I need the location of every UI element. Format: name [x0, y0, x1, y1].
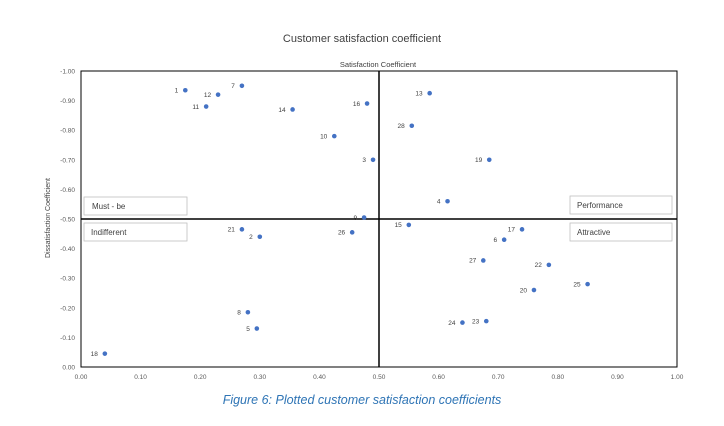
- data-point-label: 24: [448, 320, 456, 327]
- y-tick-label: -0.80: [60, 128, 75, 135]
- data-point-label: 28: [398, 123, 406, 130]
- data-point-label: 19: [475, 157, 483, 164]
- data-point-17: [519, 227, 525, 232]
- data-point-label: 8: [237, 310, 241, 317]
- x-tick-label: 0.90: [611, 374, 624, 381]
- data-point-label: 26: [338, 230, 346, 237]
- data-point-9: [361, 215, 367, 220]
- data-point-7: [239, 83, 245, 89]
- data-point-20: [531, 287, 537, 293]
- data-point-19: [486, 157, 492, 163]
- quadrant-attractive-label: Attractive: [577, 228, 611, 237]
- y-tick-label: -0.70: [60, 157, 75, 164]
- data-point-label: 16: [353, 101, 361, 108]
- data-point-label: 7: [231, 83, 235, 90]
- data-point-label: 9: [353, 215, 357, 222]
- y-tick-label: -0.30: [60, 276, 75, 283]
- data-point-26: [349, 230, 355, 235]
- chart-subtitle: Satisfaction Coefficient: [340, 60, 417, 69]
- data-point-label: 12: [204, 92, 212, 99]
- data-point-label: 22: [535, 262, 543, 269]
- quadrant-must-be-label: Must - be: [92, 202, 126, 211]
- data-point-28: [409, 123, 415, 129]
- figure-caption: Figure 6: Plotted customer satisfaction …: [222, 393, 502, 407]
- y-tick-label: 0.00: [62, 365, 75, 372]
- x-tick-label: 0.00: [75, 374, 88, 381]
- data-point-10: [332, 133, 337, 139]
- y-axis-label: Dissatisfaction Coefficient: [45, 178, 52, 258]
- data-point-label: 20: [520, 287, 528, 294]
- y-tick-label: -0.20: [60, 305, 75, 312]
- data-point-label: 2: [249, 234, 253, 241]
- quadrant-attractive: Attractive: [569, 222, 673, 242]
- data-point-15: [406, 222, 412, 228]
- x-tick-label: 0.60: [432, 374, 445, 381]
- data-point-label: 4: [437, 199, 441, 206]
- data-point-5: [254, 326, 260, 331]
- data-point-label: 18: [91, 351, 99, 358]
- y-tick-label: -0.40: [60, 246, 75, 253]
- quadrant-indifferent-label: Indifferent: [91, 228, 127, 237]
- data-point-11: [203, 104, 209, 109]
- data-point-label: 25: [573, 281, 581, 288]
- data-point-3: [370, 157, 376, 163]
- data-point-label: 27: [469, 258, 477, 265]
- data-point-label: 17: [508, 227, 516, 234]
- x-tick-labels: 0.00 0.10 0.20 0.30 0.40 0.50 0.60 0.70 0.80 0.90…: [75, 374, 684, 381]
- data-point-4: [445, 198, 450, 204]
- x-tick-label: 0.10: [134, 374, 147, 381]
- data-point-label: 23: [472, 318, 480, 325]
- quadrant-must-be: Must - be: [83, 196, 188, 216]
- y-tick-label: -0.10: [60, 335, 75, 342]
- data-point-label: 5: [246, 326, 250, 333]
- data-point-14: [290, 107, 295, 112]
- data-point-label: 1: [175, 88, 179, 95]
- data-point-label: 13: [415, 91, 423, 98]
- data-point-22: [546, 262, 552, 268]
- data-point-18: [102, 351, 108, 356]
- x-tick-label: 0.20: [194, 374, 207, 381]
- data-point-label: 11: [192, 104, 199, 111]
- y-tick-label: -0.50: [60, 217, 75, 224]
- y-tick-label: -0.90: [60, 98, 75, 105]
- x-tick-label: 1.00: [671, 374, 684, 381]
- data-point-1: [183, 87, 188, 93]
- x-tick-label: 0.30: [253, 374, 266, 381]
- data-point-2: [257, 234, 263, 240]
- scatter-chart: Customer satisfaction coefficient Satisf…: [45, 33, 684, 381]
- y-tick-labels: 0.00 -0.10 -0.20 -0.30 -0.40 -0.50 -0.60 -0.70 -…: [60, 69, 75, 372]
- data-point-8: [245, 309, 251, 315]
- data-point-6: [501, 237, 507, 243]
- quadrant-performance-label: Performance: [577, 201, 623, 210]
- y-tick-label: -1.00: [60, 69, 75, 76]
- data-point-label: 14: [278, 107, 286, 114]
- data-point-16: [364, 101, 370, 106]
- data-point-label: 6: [494, 237, 498, 244]
- x-tick-label: 0.50: [373, 374, 386, 381]
- data-point-25: [585, 281, 590, 287]
- data-point-27: [481, 258, 486, 263]
- chart-title: Customer satisfaction coefficient: [283, 33, 441, 45]
- data-point-label: 3: [362, 157, 366, 164]
- x-tick-label: 0.40: [313, 374, 326, 381]
- data-point-label: 15: [395, 222, 403, 229]
- data-point-12: [215, 92, 221, 97]
- data-point-label: 21: [228, 227, 236, 234]
- data-point-21: [239, 227, 245, 232]
- data-point-13: [427, 90, 432, 96]
- x-tick-label: 0.80: [551, 374, 564, 381]
- quadrant-performance: Performance: [569, 195, 673, 215]
- data-point-label: 10: [320, 133, 328, 140]
- data-point-23: [483, 318, 489, 324]
- quadrant-indifferent: Indifferent: [83, 222, 188, 242]
- x-tick-label: 0.70: [492, 374, 505, 381]
- y-tick-label: -0.60: [60, 187, 75, 194]
- data-point-24: [460, 320, 465, 325]
